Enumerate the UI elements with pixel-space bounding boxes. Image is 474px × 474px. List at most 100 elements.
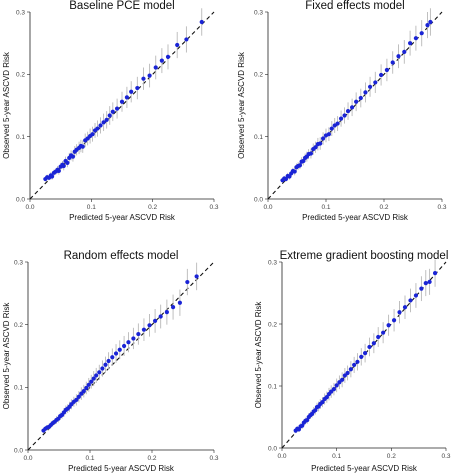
data-point: [199, 19, 204, 25]
data-point: [194, 274, 199, 279]
data-point: [428, 19, 433, 25]
data-point: [147, 323, 152, 328]
data-point: [419, 286, 424, 291]
data-point: [122, 343, 127, 349]
y-tick-label: 0.0: [14, 447, 23, 454]
y-tick-label: 0.1: [16, 134, 25, 141]
data-point: [381, 330, 386, 335]
data-point: [147, 73, 152, 78]
data-point: [413, 36, 418, 41]
data-point: [413, 293, 419, 298]
data-point: [324, 395, 329, 400]
y-tick-label: 0.2: [254, 72, 263, 79]
data-point: [338, 116, 344, 121]
x-tick-label: 0.0: [23, 455, 32, 462]
data-point: [104, 117, 109, 122]
data-point: [425, 22, 430, 28]
data-point: [56, 168, 61, 174]
panel-title: Fixed effects model: [305, 0, 405, 12]
y-tick-label: 0.0: [16, 196, 25, 203]
data-point: [326, 132, 331, 137]
x-tick-label: 0.2: [148, 204, 157, 211]
data-point: [81, 388, 86, 394]
data-point: [164, 310, 169, 315]
y-tick-label: 0.0: [254, 196, 263, 203]
data-point: [350, 105, 355, 110]
data-point: [153, 318, 158, 324]
data-point: [297, 163, 302, 168]
data-point: [432, 271, 438, 276]
data-point: [373, 80, 378, 85]
data-point: [86, 382, 91, 387]
data-point: [423, 280, 428, 286]
y-tick-label: 0.3: [14, 259, 23, 266]
data-point: [335, 121, 340, 126]
data-point: [419, 31, 424, 36]
data-point: [80, 144, 85, 149]
x-tick-label: 0.2: [379, 204, 388, 211]
y-axis-label: Observed 5-year ASCVD Risk: [2, 51, 11, 159]
data-point: [98, 123, 103, 128]
panel-random-effects: Random effects model Predicted 5-year AS…: [2, 250, 219, 473]
data-point: [100, 366, 105, 371]
data-point: [135, 85, 140, 91]
x-tick-label: 0.2: [147, 455, 156, 462]
data-point: [355, 359, 360, 364]
data-point: [113, 351, 119, 356]
data-point: [384, 67, 389, 73]
data-point: [283, 176, 289, 182]
data-point: [359, 354, 364, 359]
y-tick-label: 0.2: [16, 72, 25, 79]
x-tick-label: 0.0: [25, 204, 34, 211]
data-point: [90, 132, 95, 137]
data-point: [408, 41, 413, 46]
data-point: [331, 387, 337, 392]
data-point: [321, 136, 326, 141]
data-point: [91, 376, 96, 381]
data-point: [165, 54, 171, 59]
data-point: [141, 327, 147, 332]
data-point: [379, 72, 384, 78]
x-tick-label: 0.1: [321, 204, 330, 211]
panel-title: Extreme gradient boosting model: [280, 250, 449, 262]
data-point: [391, 318, 397, 323]
data-point: [76, 394, 81, 399]
y-tick-label: 0.2: [268, 321, 277, 328]
data-point: [124, 95, 130, 100]
data-point: [329, 389, 334, 394]
data-point: [129, 89, 134, 94]
x-tick-label: 0.3: [209, 204, 218, 211]
data-point: [337, 380, 342, 385]
x-tick-label: 0.1: [332, 453, 341, 460]
data-point: [175, 42, 180, 48]
x-tick-label: 0.3: [209, 455, 218, 462]
data-point: [362, 351, 368, 356]
data-point: [158, 314, 163, 319]
data-point: [119, 99, 125, 104]
data-point: [74, 397, 79, 402]
y-tick-label: 0.3: [16, 9, 25, 16]
data-point: [313, 145, 318, 150]
y-tick-label: 0.3: [268, 259, 277, 266]
data-point: [402, 49, 407, 54]
data-point: [49, 174, 55, 179]
data-point: [329, 126, 334, 131]
data-point: [313, 408, 318, 413]
data-point: [110, 355, 115, 360]
data-point: [136, 331, 141, 337]
data-point: [320, 400, 325, 405]
data-point: [408, 298, 413, 303]
data-point: [296, 427, 302, 432]
data-point: [397, 310, 402, 315]
data-point: [396, 54, 401, 59]
data-point: [348, 367, 353, 372]
data-point: [110, 109, 115, 114]
data-point: [94, 373, 99, 378]
data-point: [184, 37, 189, 42]
data-point: [170, 305, 176, 310]
data-point: [159, 58, 164, 63]
data-point: [363, 90, 368, 95]
x-tick-label: 0.2: [387, 453, 396, 460]
data-point: [185, 279, 190, 285]
